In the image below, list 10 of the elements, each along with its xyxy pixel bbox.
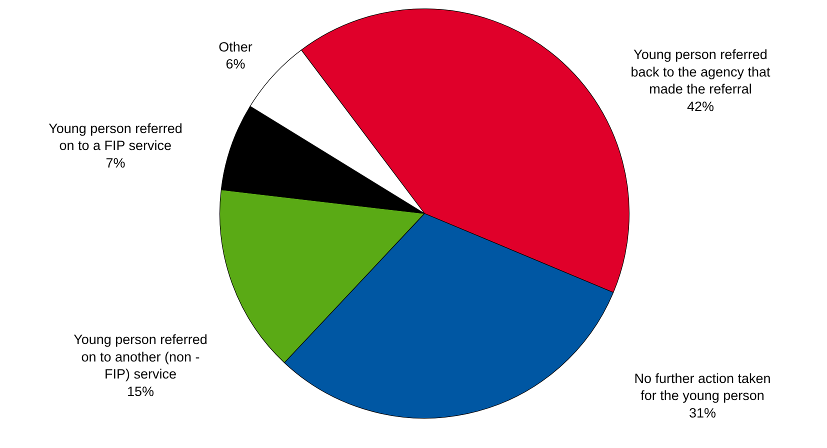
data-label: 6% [226,56,246,72]
slice-label: Young person referred on to a FIP service [48,120,182,153]
data-label: 31% [688,405,716,420]
data-label: 7% [106,155,126,170]
slice-label: No further action taken for the young person [634,370,771,403]
data-label: 15% [126,384,154,399]
slice-label: Young person referred back to the agency that made the referral [630,47,771,97]
slice-label: Other [218,39,253,54]
data-label: 42% [686,98,714,114]
slice-label: Young person referred on to another (non - FIP) service [74,332,208,382]
